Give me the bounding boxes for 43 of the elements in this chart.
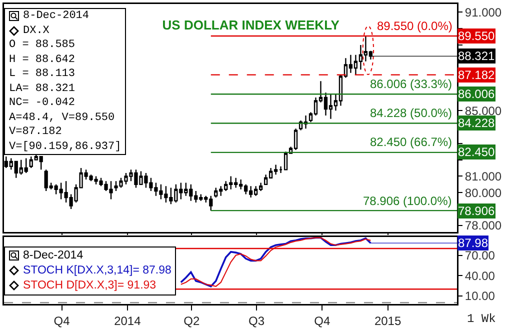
annotation: 87.182 bbox=[458, 68, 496, 82]
annotation: V=[90.159,86.937] bbox=[9, 140, 122, 154]
text: US DOLLAR INDEX WEEKLY bbox=[162, 18, 340, 33]
legend-title: 8-Dec-2014 bbox=[23, 9, 90, 24]
x-tick-label: Q2 bbox=[184, 314, 200, 328]
annotation: A=48.4, V=89.550 bbox=[9, 110, 115, 125]
y-tick-label: 70.00 bbox=[464, 248, 496, 262]
annotation: 89.550 bbox=[458, 29, 496, 43]
legend-title: 8-Dec-2014 bbox=[23, 248, 84, 263]
ref-line-label: 78.906 (100.0%) bbox=[363, 194, 452, 208]
ref-line-label: 86.006 (33.3%) bbox=[370, 77, 452, 91]
annotation: 88.321 bbox=[458, 49, 496, 63]
ref-line-label: 89.550 (0.0%) bbox=[377, 19, 452, 33]
y-tick-label: 10.00 bbox=[464, 289, 496, 304]
annotation: O = 88.585 bbox=[9, 38, 76, 52]
x-axis-title: 1 Wk bbox=[467, 312, 496, 326]
x-tick-label: Q4 bbox=[314, 314, 330, 328]
candlestick bbox=[278, 166, 283, 174]
series-label: STOCH K[DX.X,3,14]= 87.98 bbox=[23, 263, 172, 278]
annotation: LA= 88.321 bbox=[9, 82, 76, 96]
annotation: 78.906 bbox=[458, 204, 496, 218]
text: STOCH D[DX.X,3]= 91.93 bbox=[23, 278, 156, 293]
y-tick-label: 78.000 bbox=[464, 218, 502, 233]
x-tick-label: Q4 bbox=[54, 314, 70, 328]
y-tick-label: 91.000 bbox=[464, 5, 502, 20]
y-tick-label: 80.000 bbox=[464, 186, 502, 200]
annotation: 86.006 bbox=[458, 87, 496, 101]
ref-line-label: 82.450 (66.7%) bbox=[370, 135, 452, 149]
ref-line-label: 84.228 (50.0%) bbox=[370, 106, 452, 120]
annotation: V=87.182 bbox=[9, 125, 62, 140]
y-tick-label: 85.000 bbox=[464, 104, 502, 118]
x-tick-label: 2014 bbox=[114, 314, 142, 328]
y-tick-label: 40.00 bbox=[464, 268, 496, 283]
annotation: 87.98 bbox=[458, 236, 488, 250]
annotation: H = 88.642 bbox=[9, 52, 76, 67]
y-tick-label: 81.000 bbox=[464, 169, 502, 184]
x-tick-label: 2015 bbox=[374, 314, 402, 328]
annotation: NC= -0.042 bbox=[9, 96, 76, 110]
legend-label: DX.X bbox=[23, 24, 50, 38]
annotation: L = 88.113 bbox=[9, 67, 76, 82]
x-tick-label: Q3 bbox=[248, 314, 265, 328]
annotation: 84.228 bbox=[458, 116, 496, 130]
annotation: 82.450 bbox=[458, 145, 496, 159]
